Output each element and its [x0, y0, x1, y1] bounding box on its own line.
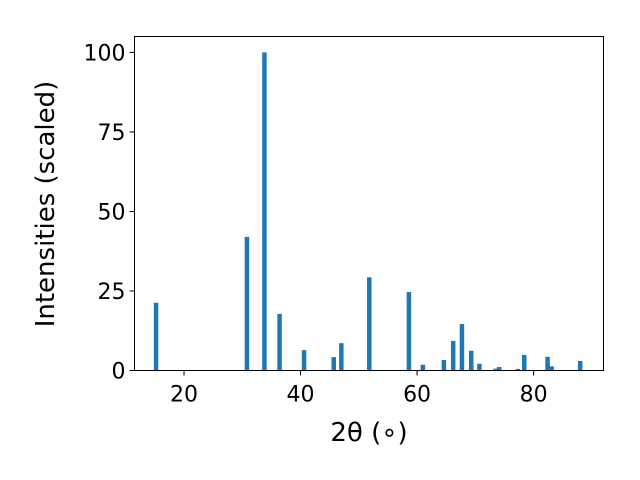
- x-tick-label-3: 80: [520, 383, 548, 408]
- bar-2: [262, 52, 267, 371]
- bar-20: [549, 366, 554, 371]
- bar-15: [493, 368, 498, 371]
- y-tick-label-2: 50: [98, 200, 126, 225]
- y-tick-label-4: 100: [84, 41, 126, 66]
- y-tick-label-3: 75: [98, 121, 126, 146]
- bar-17: [515, 368, 521, 371]
- x-tick-label-0: 20: [170, 383, 198, 408]
- x-tick-label-1: 40: [287, 383, 315, 408]
- bar-9: [420, 364, 426, 371]
- bar-6: [339, 343, 344, 371]
- y-tick-label-1: 25: [98, 280, 126, 305]
- bar-14: [477, 363, 482, 371]
- bars-group: [153, 52, 583, 371]
- bar-21: [577, 360, 583, 371]
- bar-3: [277, 313, 282, 371]
- bar-5: [331, 357, 336, 371]
- x-tick-label-2: 60: [403, 383, 431, 408]
- bar-8: [406, 291, 412, 371]
- y-axis-ticks: 0 25 50 75 100: [84, 41, 135, 385]
- plot-frame: [134, 36, 604, 371]
- bar-0: [153, 302, 159, 371]
- y-axis-label: Intensities (scaled): [31, 81, 61, 328]
- x-axis-ticks: 20 40 60 80: [170, 370, 548, 408]
- bar-11: [450, 340, 456, 371]
- bar-13: [469, 350, 474, 371]
- bar-16: [496, 367, 502, 371]
- y-tick-label-0: 0: [112, 360, 126, 385]
- x-axis-label: 2θ (∘): [330, 418, 407, 448]
- bar-10: [441, 360, 447, 371]
- bar-4: [301, 350, 307, 371]
- bar-12: [459, 324, 465, 371]
- bar-1: [244, 236, 250, 371]
- bar-18: [522, 354, 527, 371]
- bar-7: [367, 277, 372, 371]
- bar-19: [545, 356, 550, 371]
